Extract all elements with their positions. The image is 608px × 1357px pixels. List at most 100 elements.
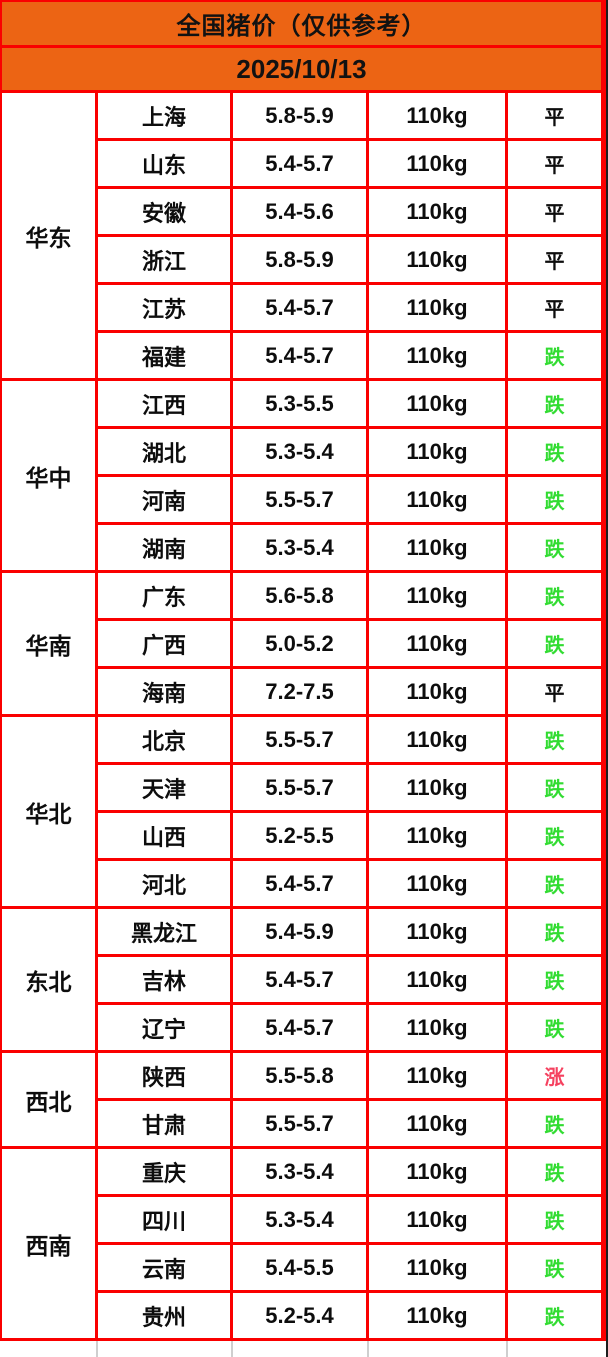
date-label: 2025/10/13 bbox=[236, 53, 367, 84]
province-cell: 贵州 bbox=[98, 1293, 230, 1338]
price-cell: 5.8-5.9 bbox=[233, 93, 366, 138]
status-cell: 跌 bbox=[508, 1149, 601, 1194]
price-cell: 5.2-5.5 bbox=[233, 813, 366, 858]
region-cell: 华南 bbox=[2, 573, 95, 714]
province-cell: 江苏 bbox=[98, 285, 230, 330]
status-cell: 跌 bbox=[508, 957, 601, 1002]
status-cell: 平 bbox=[508, 285, 601, 330]
province-cell: 吉林 bbox=[98, 957, 230, 1002]
screen-right-edge bbox=[606, 0, 608, 1357]
province-cell: 天津 bbox=[98, 765, 230, 810]
status-cell: 跌 bbox=[508, 1005, 601, 1050]
weight-cell: 110kg bbox=[369, 477, 505, 522]
province-cell: 广西 bbox=[98, 621, 230, 666]
status-cell: 跌 bbox=[508, 477, 601, 522]
date-bar: 2025/10/13 bbox=[2, 48, 601, 90]
price-cell: 5.3-5.5 bbox=[233, 381, 366, 426]
status-cell: 跌 bbox=[508, 1101, 601, 1146]
weight-cell: 110kg bbox=[369, 1005, 505, 1050]
price-cell: 5.5-5.7 bbox=[233, 477, 366, 522]
weight-cell: 110kg bbox=[369, 1149, 505, 1194]
weight-cell: 110kg bbox=[369, 621, 505, 666]
price-table: 华东 上海 5.8-5.9 110kg 平山东 5.4-5.7 110kg 平安徽 5.4-5.… bbox=[2, 90, 601, 1341]
weight-cell: 110kg bbox=[369, 285, 505, 330]
status-cell: 平 bbox=[508, 237, 601, 282]
status-cell: 跌 bbox=[508, 381, 601, 426]
price-cell: 5.5-5.7 bbox=[233, 1101, 366, 1146]
province-cell: 浙江 bbox=[98, 237, 230, 282]
gridline-col-2 bbox=[231, 1341, 233, 1357]
status-cell: 涨 bbox=[508, 1053, 601, 1098]
price-cell: 5.0-5.2 bbox=[233, 621, 366, 666]
price-cell: 5.8-5.9 bbox=[233, 237, 366, 282]
price-cell: 5.5-5.7 bbox=[233, 717, 366, 762]
weight-cell: 110kg bbox=[369, 957, 505, 1002]
region-cell: 东北 bbox=[2, 909, 95, 1050]
weight-cell: 110kg bbox=[369, 93, 505, 138]
weight-cell: 110kg bbox=[369, 525, 505, 570]
weight-cell: 110kg bbox=[369, 765, 505, 810]
title-bar: 全国猪价（仅供参考） bbox=[2, 2, 601, 48]
gridline-col-4 bbox=[506, 1341, 508, 1357]
province-cell: 安徽 bbox=[98, 189, 230, 234]
price-cell: 5.4-5.7 bbox=[233, 141, 366, 186]
province-cell: 广东 bbox=[98, 573, 230, 618]
price-cell: 5.6-5.8 bbox=[233, 573, 366, 618]
weight-cell: 110kg bbox=[369, 1197, 505, 1242]
price-cell: 5.4-5.9 bbox=[233, 909, 366, 954]
status-cell: 跌 bbox=[508, 765, 601, 810]
province-cell: 上海 bbox=[98, 93, 230, 138]
province-cell: 北京 bbox=[98, 717, 230, 762]
weight-cell: 110kg bbox=[369, 1053, 505, 1098]
status-cell: 跌 bbox=[508, 525, 601, 570]
province-cell: 福建 bbox=[98, 333, 230, 378]
weight-cell: 110kg bbox=[369, 381, 505, 426]
gridline-col-3 bbox=[367, 1341, 369, 1357]
weight-cell: 110kg bbox=[369, 237, 505, 282]
province-cell: 山西 bbox=[98, 813, 230, 858]
status-cell: 跌 bbox=[508, 1293, 601, 1338]
province-cell: 辽宁 bbox=[98, 1005, 230, 1050]
price-cell: 5.4-5.7 bbox=[233, 1005, 366, 1050]
province-cell: 陕西 bbox=[98, 1053, 230, 1098]
status-cell: 跌 bbox=[508, 333, 601, 378]
price-cell: 7.2-7.5 bbox=[233, 669, 366, 714]
region-cell: 华东 bbox=[2, 93, 95, 378]
province-cell: 河北 bbox=[98, 861, 230, 906]
weight-cell: 110kg bbox=[369, 717, 505, 762]
province-cell: 湖南 bbox=[98, 525, 230, 570]
province-cell: 河南 bbox=[98, 477, 230, 522]
weight-cell: 110kg bbox=[369, 429, 505, 474]
region-cell: 华北 bbox=[2, 717, 95, 906]
region-cell: 西南 bbox=[2, 1149, 95, 1338]
page-title: 全国猪价（仅供参考） bbox=[176, 13, 427, 40]
region-cell: 西北 bbox=[2, 1053, 95, 1146]
weight-cell: 110kg bbox=[369, 333, 505, 378]
price-cell: 5.3-5.4 bbox=[233, 1149, 366, 1194]
status-cell: 跌 bbox=[508, 1245, 601, 1290]
status-cell: 平 bbox=[508, 669, 601, 714]
price-cell: 5.4-5.6 bbox=[233, 189, 366, 234]
price-cell: 5.5-5.7 bbox=[233, 765, 366, 810]
province-cell: 重庆 bbox=[98, 1149, 230, 1194]
province-cell: 海南 bbox=[98, 669, 230, 714]
weight-cell: 110kg bbox=[369, 1245, 505, 1290]
province-cell: 湖北 bbox=[98, 429, 230, 474]
price-cell: 5.4-5.7 bbox=[233, 957, 366, 1002]
weight-cell: 110kg bbox=[369, 573, 505, 618]
gridline-col-1 bbox=[96, 1341, 98, 1357]
status-cell: 跌 bbox=[508, 861, 601, 906]
weight-cell: 110kg bbox=[369, 189, 505, 234]
weight-cell: 110kg bbox=[369, 1293, 505, 1338]
weight-cell: 110kg bbox=[369, 909, 505, 954]
province-cell: 甘肃 bbox=[98, 1101, 230, 1146]
status-cell: 平 bbox=[508, 93, 601, 138]
spreadsheet-gridlines bbox=[0, 1341, 608, 1357]
status-cell: 跌 bbox=[508, 717, 601, 762]
weight-cell: 110kg bbox=[369, 813, 505, 858]
province-cell: 江西 bbox=[98, 381, 230, 426]
status-cell: 平 bbox=[508, 141, 601, 186]
region-cell: 华中 bbox=[2, 381, 95, 570]
